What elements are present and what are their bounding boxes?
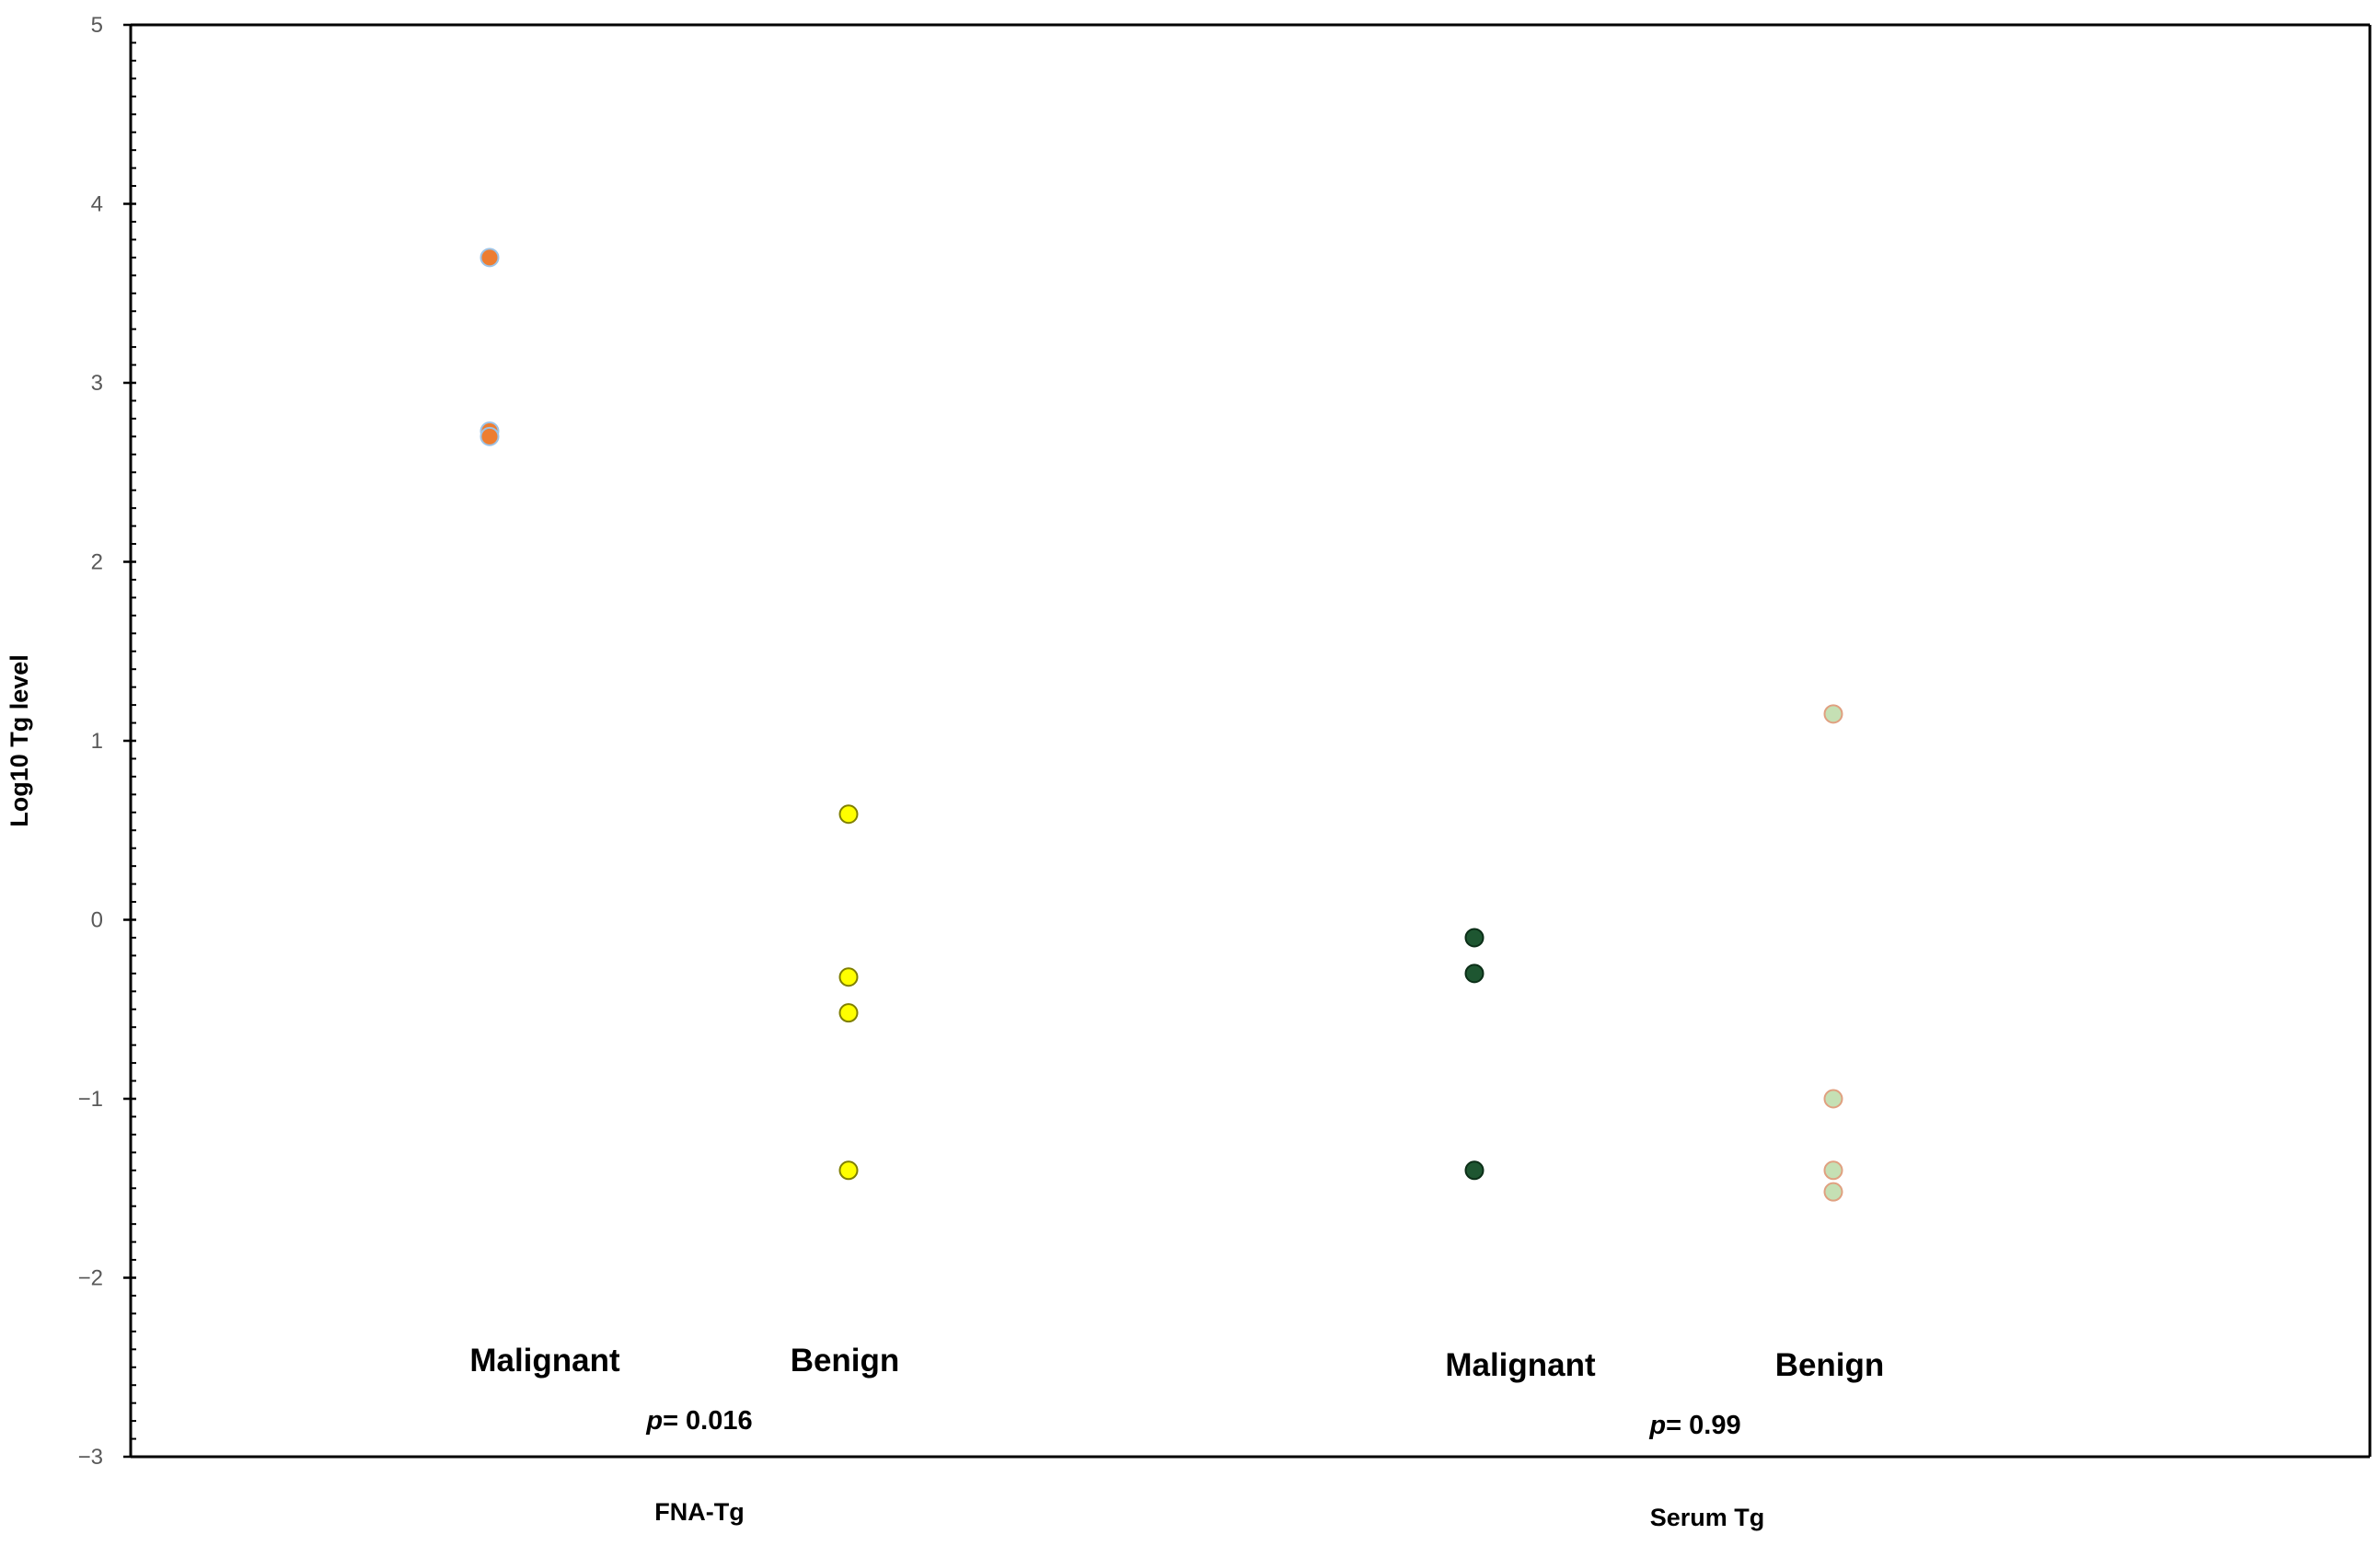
y-tick-label: 0 [91,908,103,933]
data-point [1464,928,1485,948]
plot-frame [129,23,2372,1459]
data-point [838,1003,859,1023]
y-tick-label: −1 [78,1087,103,1112]
y-tick-label: 5 [91,13,103,38]
data-point [1464,963,1485,984]
data-point [1823,1182,1843,1202]
data-point [479,426,500,446]
data-point [1464,1160,1485,1181]
group-label: Serum Tg [1650,1504,1765,1531]
data-point [838,804,859,825]
y-tick-label: 4 [91,192,103,217]
category-label: Benign [791,1343,900,1379]
data-point [479,248,500,268]
data-point [1823,704,1843,724]
data-point [1823,1089,1843,1109]
group-label: FNA-Tg [654,1498,744,1526]
data-point [1823,1160,1843,1181]
category-label: Benign [1775,1347,1885,1383]
category-label: Malignant [1445,1347,1596,1383]
y-tick-label: 2 [91,550,103,575]
data-points [479,248,1843,1202]
y-tick-label: 3 [91,371,103,396]
y-tick-label: −3 [78,1445,103,1470]
data-point [838,967,859,987]
y-tick-label: −2 [78,1266,103,1291]
y-axis-ticks: 5 4 3 2 1 0 −1 −2 −3 [78,13,136,1470]
y-axis-label: Log10 Tg level [6,654,33,827]
p-value-annotation: p= 0.99 [1648,1411,1740,1440]
p-value-annotation: p= 0.016 [645,1406,752,1436]
category-label: Malignant [469,1343,620,1379]
chart-labels: Log10 Tg level Malignant Benign p= 0.016 FN… [6,654,1884,1531]
y-tick-label: 1 [91,729,103,754]
data-point [838,1160,859,1181]
